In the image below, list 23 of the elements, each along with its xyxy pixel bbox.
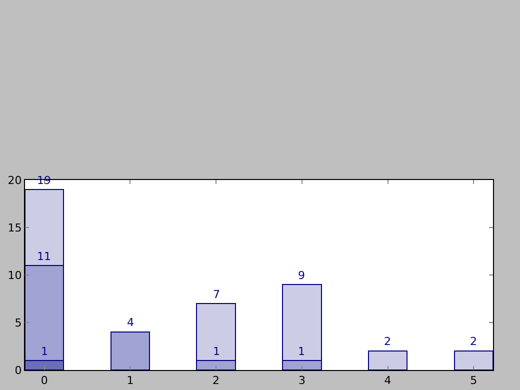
annotation: 7: [213, 288, 220, 301]
annotation: 11: [37, 250, 51, 263]
annotation: 4: [127, 316, 134, 329]
y-tick-label: 15: [8, 221, 22, 234]
bar: [110, 332, 150, 370]
annotation: 9: [298, 269, 305, 282]
bar: [454, 350, 493, 370]
annotation: 2: [470, 335, 477, 348]
y-tick-label: 10: [8, 268, 22, 282]
annotation: 2: [384, 335, 391, 348]
annotation: 1: [41, 345, 48, 358]
bar: [368, 350, 408, 370]
y-tick-label: 20: [8, 174, 22, 187]
x-tick-label: 3: [298, 374, 306, 388]
y-tick-label: 0: [14, 364, 22, 377]
annotation: 1: [213, 345, 220, 358]
x-tick-label: 4: [384, 374, 392, 388]
x-tick-label: 1: [126, 374, 134, 388]
annotation: 1: [298, 345, 305, 358]
x-tick-label: 2: [212, 374, 220, 388]
x-tick-label: 0: [40, 374, 48, 388]
y-tick-label: 5: [14, 316, 22, 330]
x-tick-label: 5: [470, 374, 478, 388]
